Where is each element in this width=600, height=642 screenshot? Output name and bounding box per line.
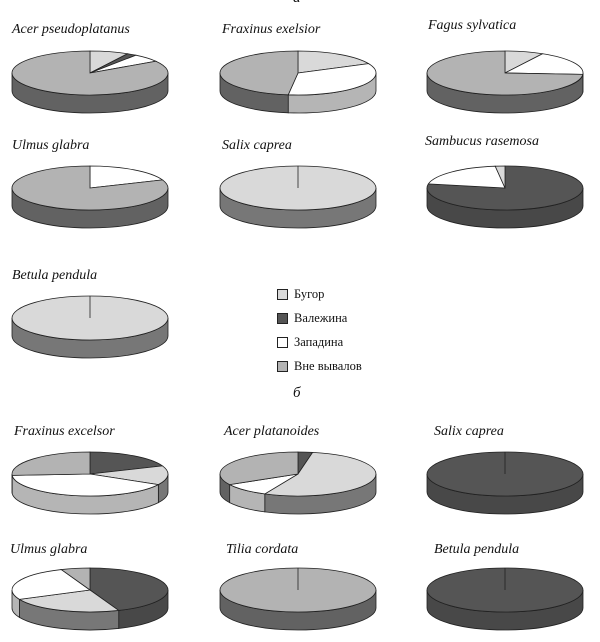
pie-title: Betula pendula (12, 268, 98, 283)
legend-item-bugor: Бугор (277, 282, 362, 306)
pie-slice-vne (11, 451, 91, 476)
pie-chart (219, 165, 377, 229)
pie-slice-valezhina (89, 567, 169, 611)
pie-slice-zapadina (11, 473, 160, 497)
legend-label: Вне вывалов (294, 358, 362, 373)
pie-title: Sambucus rasemosa (425, 134, 539, 149)
legend-item-valezhina: Валежина (277, 306, 362, 330)
pie-title: Salix caprea (222, 138, 292, 153)
pie-title: Fraxinus exelsior (222, 22, 321, 37)
pie-chart (11, 165, 169, 229)
pie-title: Tilia cordata (226, 542, 299, 557)
section-label-b: б (293, 385, 301, 401)
pie-chart (11, 451, 169, 515)
pie-slice-zapadina (504, 53, 584, 75)
legend: Бугор Валежина Западина Вне вывалов (277, 282, 362, 378)
pie-slice-vne (426, 50, 584, 96)
pie-slice-zapadina (427, 165, 506, 189)
legend-swatch (277, 312, 288, 324)
pie-slice-bugor (263, 451, 377, 497)
pie-title: Ulmus glabra (12, 138, 90, 153)
pie-chart (219, 50, 377, 114)
pie-slice-zapadina (287, 63, 377, 96)
legend-label: Бугор (294, 286, 325, 301)
pie-slice-bugor (297, 50, 370, 74)
pie-slice-vne (219, 50, 299, 96)
pie-chart (426, 567, 584, 631)
legend-item-zapadina: Западина (277, 330, 362, 354)
pie-chart (426, 451, 584, 515)
legend-label: Западина (294, 334, 344, 349)
pie-slice-vne (11, 165, 169, 211)
pie-chart (219, 451, 377, 515)
pie-chart (426, 50, 584, 114)
legend-swatch (277, 336, 288, 348)
section-label-a: а (293, 0, 301, 7)
pie-slice-bugor (18, 589, 120, 613)
pie-slice-bugor (89, 465, 169, 486)
legend-swatch (277, 288, 288, 300)
pie-title: Fagus sylvatica (428, 18, 517, 33)
pie-title: Salix caprea (434, 424, 504, 439)
pie-slice-vne (11, 50, 169, 96)
pie-chart (219, 567, 377, 631)
pie-title: Acer pseudoplatanus (12, 22, 130, 37)
legend-label: Валежина (294, 310, 348, 325)
pie-slice-valezhina (89, 451, 164, 475)
pie-slice-bugor (494, 165, 506, 189)
pie-title: Betula pendula (434, 542, 520, 557)
pie-title: Fraxinus excelsor (14, 424, 115, 439)
legend-swatch (277, 360, 288, 372)
pie-slice-vne (219, 451, 299, 486)
legend-item-vne: Вне вывалов (277, 354, 362, 378)
pie-title: Acer platanoides (224, 424, 320, 439)
pie-chart (426, 165, 584, 229)
pie-slice-zapadina (11, 569, 92, 600)
pie-title: Ulmus glabra (10, 542, 88, 557)
pie-chart (11, 295, 169, 359)
pie-slice-vne (60, 567, 91, 591)
pie-slice-valezhina (426, 165, 584, 211)
pie-chart (11, 567, 169, 631)
pie-slice-zapadina (89, 165, 164, 189)
pie-chart (11, 50, 169, 114)
